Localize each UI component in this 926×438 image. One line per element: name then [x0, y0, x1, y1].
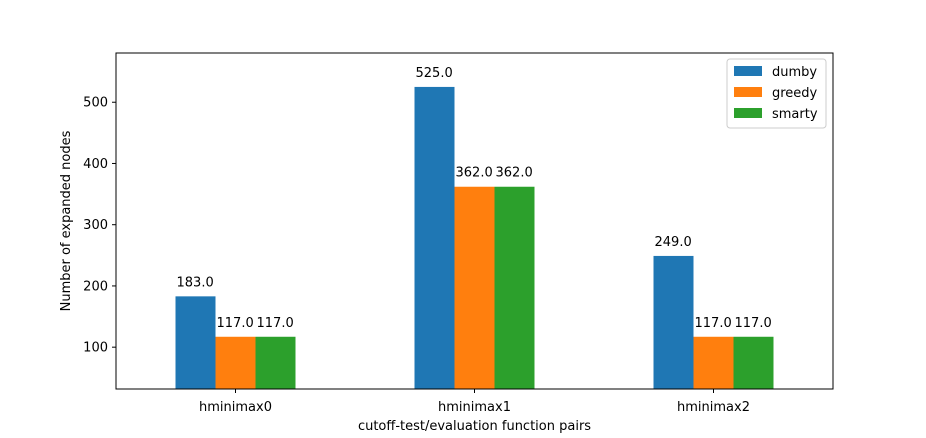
data-label-smarty-hminimax1: 362.0	[496, 166, 533, 181]
data-labels-group: 183.0525.0249.0117.0362.0117.0117.0362.0…	[177, 66, 772, 331]
legend: dumby greedy smarty	[726, 58, 827, 129]
data-label-greedy-hminimax2: 117.0	[695, 316, 732, 331]
data-label-dumby-hminimax2: 249.0	[655, 235, 692, 250]
y-axis-label: Number of expanded nodes	[59, 130, 74, 311]
bar-greedy-hminimax1	[454, 186, 495, 389]
y-tick-label: 300	[83, 218, 108, 233]
bar-greedy-hminimax2	[693, 336, 734, 389]
x-axis-label: cutoff-test/evaluation function pairs	[358, 419, 591, 434]
x-tick-label: hminimax1	[438, 400, 511, 415]
data-label-smarty-hminimax0: 117.0	[257, 316, 294, 331]
bar-smarty-hminimax0	[255, 336, 296, 389]
data-label-dumby-hminimax1: 525.0	[416, 66, 453, 81]
y-tick-label: 200	[83, 279, 108, 294]
y-tick-label: 400	[83, 157, 108, 172]
bar-dumby-hminimax2	[653, 255, 694, 389]
bar-smarty-hminimax2	[733, 336, 774, 389]
data-label-greedy-hminimax0: 117.0	[217, 316, 254, 331]
y-tick-label: 100	[83, 341, 108, 356]
y-axis-ticks: 100 200 300 400 500	[83, 96, 116, 356]
legend-swatch-dumby	[734, 66, 762, 76]
x-axis-ticks: hminimax0 hminimax1 hminimax2	[199, 389, 750, 415]
legend-label-smarty: smarty	[772, 107, 818, 122]
legend-label-greedy: greedy	[772, 86, 818, 101]
bars-group	[175, 86, 774, 389]
y-tick-label: 500	[83, 96, 108, 111]
legend-label-dumby: dumby	[772, 65, 817, 80]
x-tick-label: hminimax2	[677, 400, 750, 415]
plot-frame	[115, 52, 834, 390]
bar-smarty-hminimax1	[494, 186, 535, 389]
bar-greedy-hminimax0	[215, 336, 256, 389]
bar-dumby-hminimax1	[414, 86, 455, 389]
data-label-greedy-hminimax1: 362.0	[456, 166, 493, 181]
legend-swatch-greedy	[734, 87, 762, 97]
data-label-dumby-hminimax0: 183.0	[177, 275, 214, 290]
x-tick-label: hminimax0	[199, 400, 272, 415]
data-label-smarty-hminimax2: 117.0	[735, 316, 772, 331]
legend-swatch-smarty	[734, 108, 762, 118]
bar-dumby-hminimax0	[175, 296, 216, 389]
